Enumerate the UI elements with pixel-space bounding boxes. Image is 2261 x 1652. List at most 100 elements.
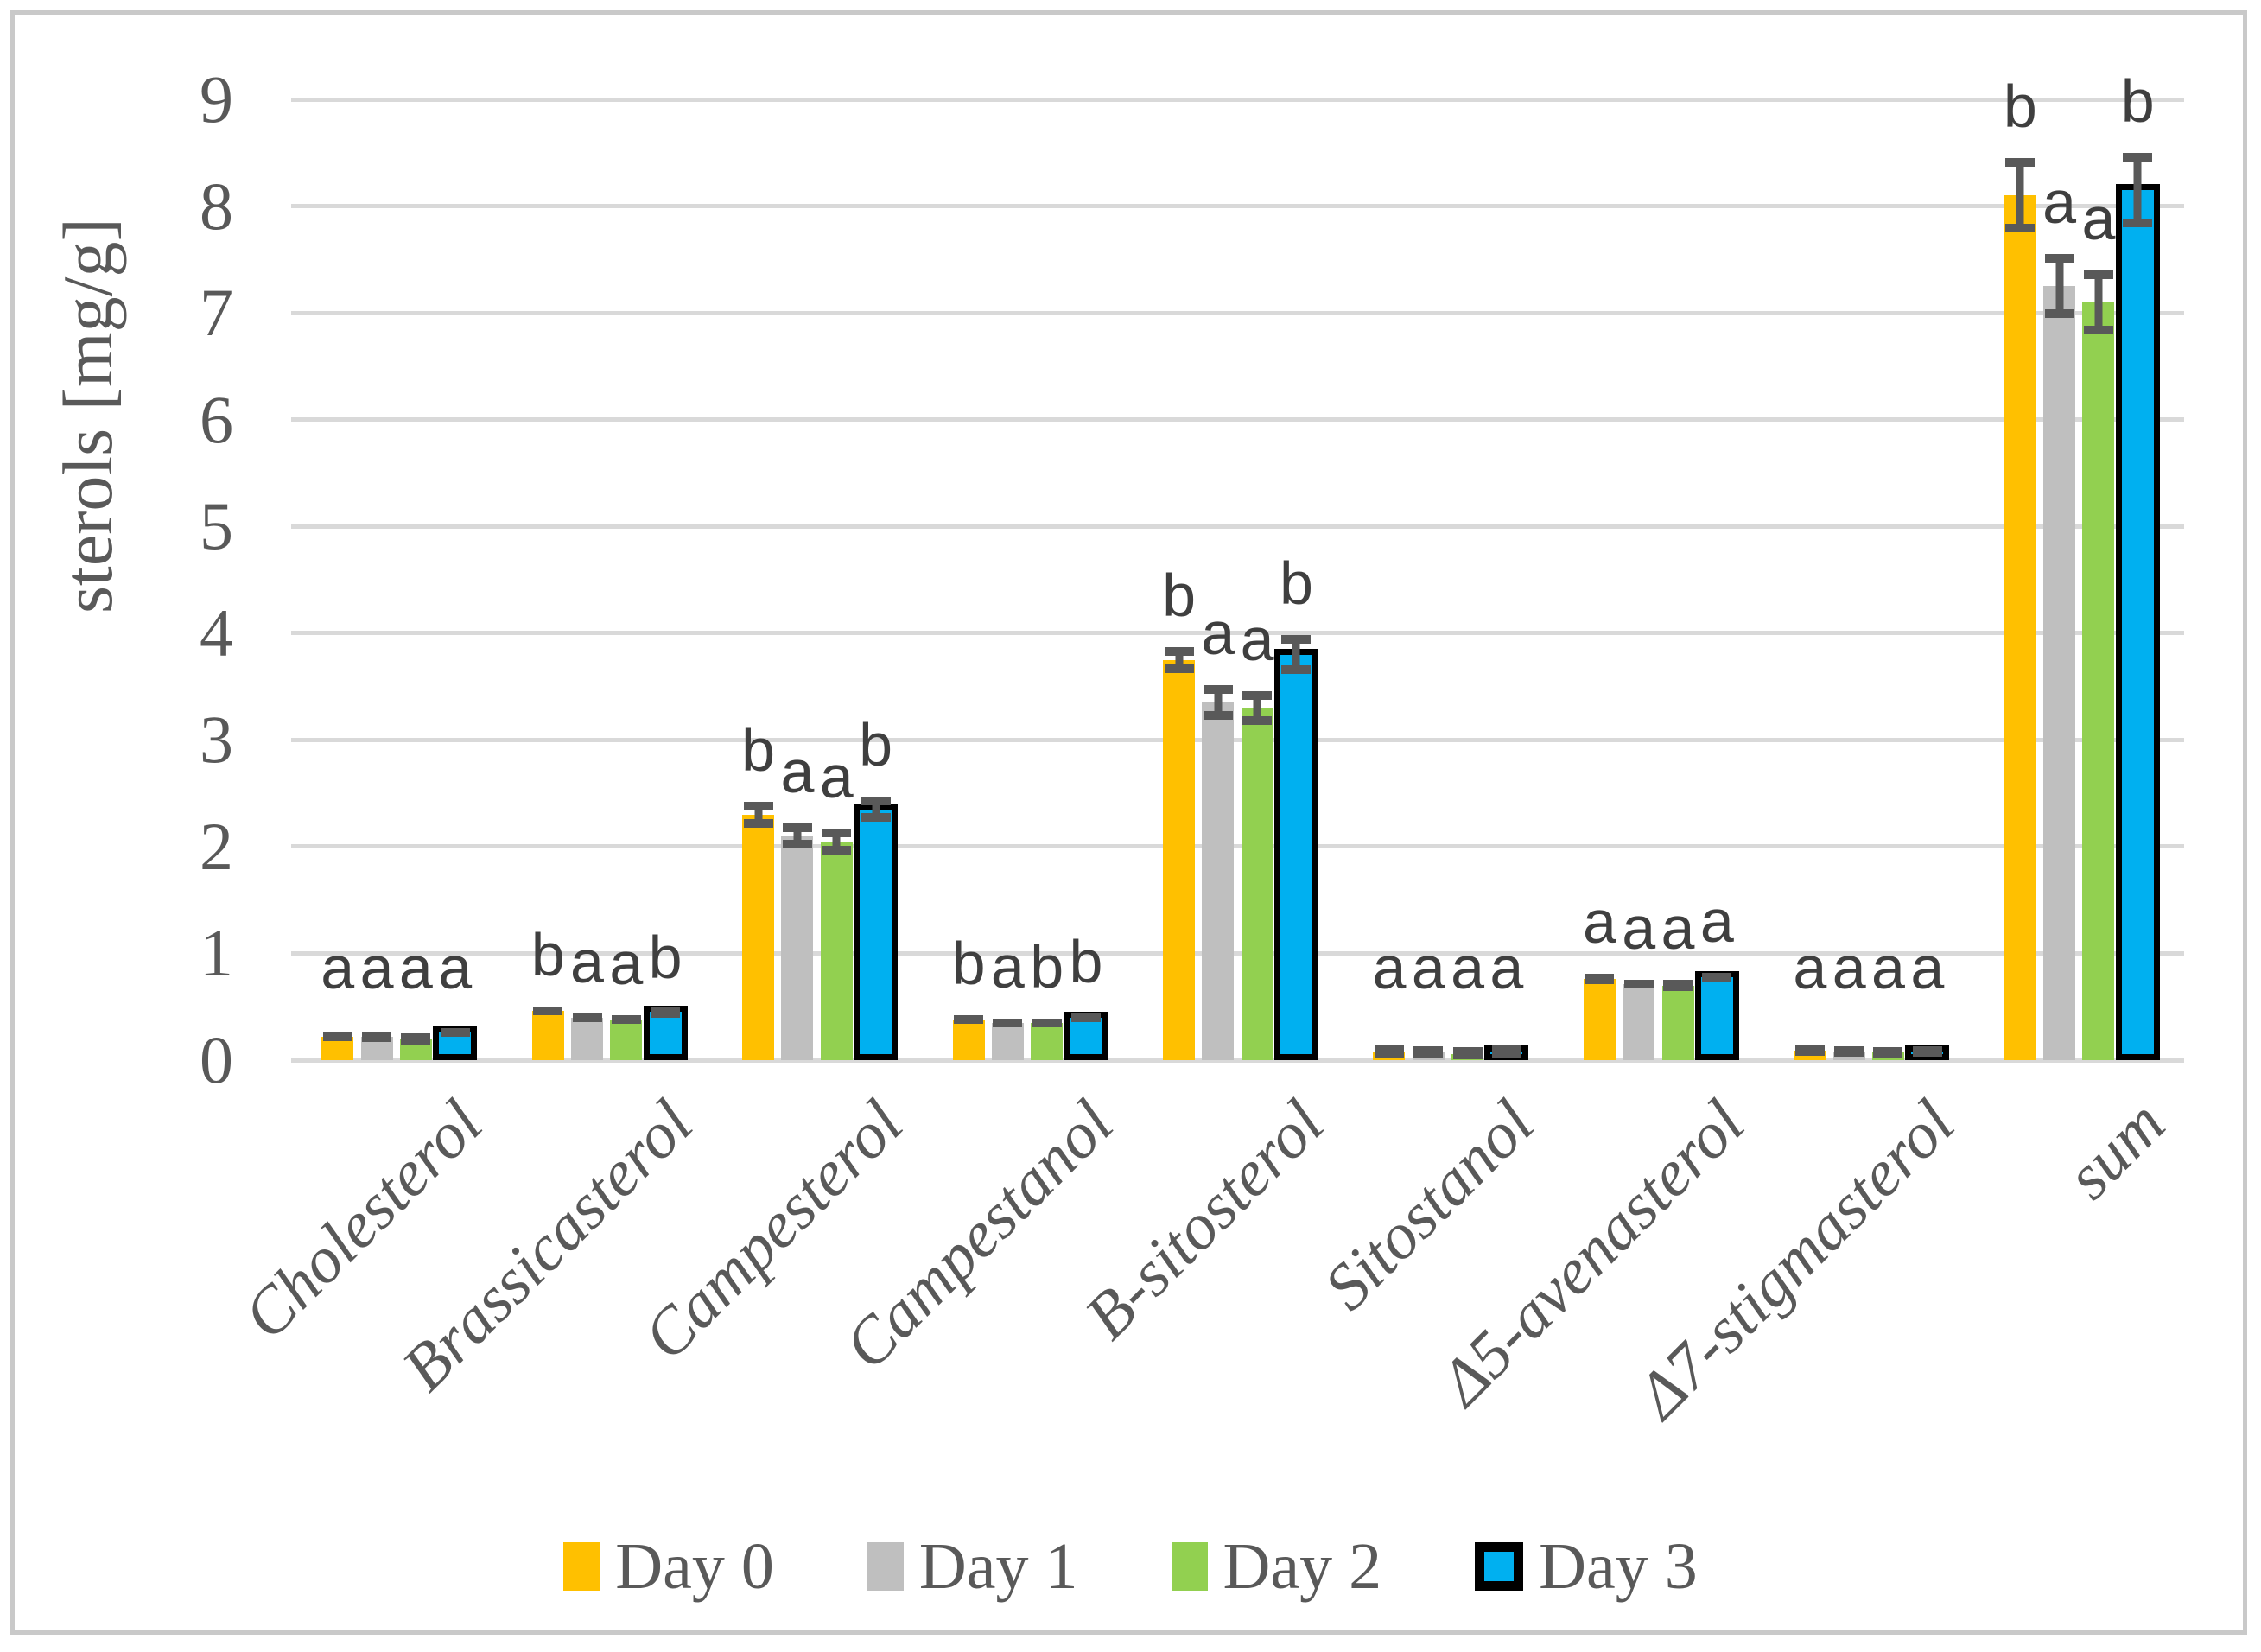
legend: Day 0 Day 1 Day 2 Day 3	[0, 1534, 2261, 1599]
error-bar-day-1-sum	[2044, 254, 2074, 319]
y-tick-label-9: 9	[200, 61, 233, 137]
sig-letter-day-2-brassicasterol: a	[609, 930, 644, 998]
sig-letter-day-0-sitostanol: a	[1372, 934, 1407, 1001]
y-tick-label-8: 8	[200, 168, 233, 244]
cap-bottom-segment	[651, 1007, 681, 1016]
bar-day-1-brassicasterol	[571, 1017, 603, 1060]
bar-day-2-sum	[2082, 302, 2115, 1060]
legend-item-day-2: Day 2	[1171, 1530, 1382, 1603]
gridline-y5	[291, 524, 2184, 529]
bar-day-1-campestanol	[991, 1022, 1024, 1060]
cap-bottom-segment	[1032, 1018, 1062, 1027]
legend-item-day-1: Day 1	[867, 1534, 1078, 1599]
error-bar-day-3-campesterol	[861, 796, 891, 823]
sig-letter-day-2-5-avenasterol: a	[1661, 894, 1695, 963]
sig-letter-day-0-5-avenasterol: a	[1582, 887, 1616, 956]
error-bar-day-0-brassicasterol	[533, 1007, 563, 1016]
sig-letter-day-1-sum: a	[2042, 168, 2077, 237]
error-bar-day-1-7-stigmasterol	[1834, 1045, 1864, 1058]
gridline-y2	[291, 844, 2184, 849]
error-bar-day-3-5-avenasterol	[1702, 972, 1732, 982]
error-bar-day-3-b-sitosterol	[1281, 635, 1312, 674]
gridline-y6	[291, 417, 2184, 423]
error-bar-day-2-campesterol	[822, 828, 852, 855]
error-bar-day-0-sitostanol	[1374, 1045, 1404, 1058]
cap-bottom-segment	[1912, 1045, 1942, 1055]
cap-bottom-segment	[861, 813, 891, 823]
cap-bottom-segment	[1491, 1045, 1521, 1054]
cap-bottom-segment	[1873, 1047, 1903, 1057]
sig-letter-day-3-campesterol: b	[859, 710, 893, 778]
legend-swatch-day-0	[563, 1542, 600, 1591]
cap-bottom-segment	[743, 818, 773, 828]
cap-bottom-segment	[322, 1032, 352, 1041]
sig-letter-day-2-cholesterol: a	[398, 934, 433, 1001]
bar-day-0-campesterol	[742, 814, 775, 1060]
error-bar-day-2-5-avenasterol	[1663, 980, 1693, 991]
error-bar-day-2-sitostanol	[1452, 1047, 1483, 1060]
sig-letter-day-1-b-sitosterol: a	[1201, 600, 1235, 668]
cap-bottom-segment	[1281, 664, 1312, 674]
error-bar-day-3-sitostanol	[1491, 1045, 1521, 1058]
sig-letter-day-3-cholesterol: a	[438, 934, 473, 1001]
cap-bottom-segment	[2123, 219, 2153, 228]
cap-bottom-segment	[611, 1015, 641, 1024]
sig-letter-day-3-sitostanol: a	[1489, 934, 1524, 1001]
error-bar-day-2-sum	[2083, 270, 2113, 334]
cap-bottom-segment	[822, 845, 852, 855]
error-bar-day-1-b-sitosterol	[1203, 685, 1233, 720]
error-bar-day-0-5-avenasterol	[1585, 973, 1615, 985]
gridline-y7	[291, 310, 2184, 315]
y-tick-label-2: 2	[200, 808, 233, 884]
bar-day-3-cholesterol	[433, 1026, 478, 1060]
cap-bottom-segment	[1374, 1045, 1404, 1054]
stem-segment	[2133, 152, 2142, 228]
error-bar-day-2-7-stigmasterol	[1873, 1047, 1903, 1058]
sig-letter-day-0-sum: b	[2003, 72, 2037, 140]
cap-bottom-segment	[1623, 980, 1654, 989]
cap-bottom-segment	[782, 840, 812, 849]
legend-swatch-day-2	[1171, 1542, 1208, 1591]
sig-letter-day-0-campesterol: b	[741, 716, 776, 784]
sig-letter-day-3-brassicasterol: b	[648, 923, 683, 991]
sig-letter-day-1-brassicasterol: a	[570, 927, 604, 995]
bar-day-3-campesterol	[854, 803, 899, 1060]
bar-day-0-b-sitosterol	[1163, 659, 1196, 1060]
y-tick-label-5: 5	[200, 488, 233, 564]
y-tick-label-0: 0	[200, 1022, 233, 1097]
stem-segment	[2094, 270, 2103, 334]
error-bar-day-3-campestanol	[1071, 1013, 1101, 1022]
legend-label-day-2: Day 2	[1223, 1530, 1382, 1603]
sig-letter-day-0-b-sitosterol: b	[1162, 561, 1196, 629]
gridline-y8	[291, 204, 2184, 209]
error-bar-day-0-sum	[2005, 157, 2036, 233]
bar-day-2-campestanol	[1031, 1022, 1064, 1060]
gridline-y4	[291, 631, 2184, 636]
cap-bottom-segment	[1702, 972, 1732, 982]
stem-segment	[1253, 690, 1261, 726]
bar-day-1-campesterol	[781, 836, 814, 1060]
x-axis-line	[291, 1058, 2184, 1063]
bar-day-3-b-sitosterol	[1273, 648, 1318, 1060]
error-bar-day-0-7-stigmasterol	[1794, 1045, 1825, 1057]
sig-letter-day-0-7-stigmasterol: a	[1793, 934, 1827, 1001]
bar-day-0-sum	[2004, 195, 2036, 1060]
figure-border	[10, 10, 2247, 1635]
stem-segment	[793, 823, 802, 849]
error-bar-day-3-sum	[2123, 152, 2153, 228]
gridline-y9	[291, 97, 2184, 102]
cap-bottom-segment	[1452, 1047, 1483, 1057]
cap-bottom-segment	[1413, 1045, 1444, 1055]
legend-item-day-0: Day 0	[563, 1534, 774, 1599]
cap-bottom-segment	[2005, 224, 2036, 233]
bar-day-2-brassicasterol	[610, 1020, 643, 1060]
error-bar-day-0-campestanol	[954, 1015, 984, 1025]
cap-bottom-segment	[2044, 309, 2074, 319]
error-bar-day-0-cholesterol	[322, 1032, 352, 1041]
cap-bottom-segment	[1794, 1045, 1825, 1054]
legend-swatch-day-3	[1475, 1542, 1524, 1591]
sig-letter-day-2-campestanol: b	[1030, 932, 1064, 1001]
